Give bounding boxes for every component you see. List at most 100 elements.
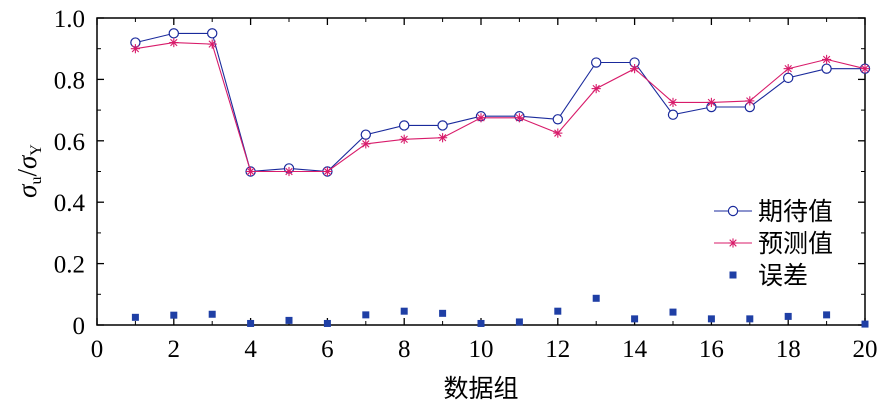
data-point-error	[362, 311, 370, 319]
y-axis-label-sigma-1: σ	[12, 183, 42, 198]
data-point-error	[707, 315, 715, 323]
data-point-predicted	[438, 133, 448, 143]
data-point-predicted	[668, 97, 678, 108]
data-point-error	[669, 308, 677, 316]
y-tick-label: 0	[73, 313, 86, 340]
data-point-predicted	[399, 134, 409, 144]
y-tick-label: 1.0	[54, 6, 85, 33]
y-axis-label-slash: /	[12, 169, 42, 177]
asterisk-stroke	[630, 64, 639, 73]
data-point-expected	[783, 72, 794, 84]
data-point-expected	[206, 28, 218, 39]
data-point-predicted	[591, 84, 601, 94]
data-point-error	[439, 309, 447, 317]
data-point-expected	[552, 114, 564, 125]
x-tick-label: 4	[244, 336, 257, 363]
data-point-error	[554, 307, 562, 315]
y-tick-label: 0.4	[54, 190, 86, 217]
asterisk-stroke	[746, 97, 754, 105]
legend-label-predicted: 预测值	[758, 229, 833, 258]
data-point-expected	[437, 120, 448, 131]
legend-marker-predicted	[728, 238, 738, 248]
legend-label-error: 误差	[758, 261, 808, 290]
data-point-error	[592, 294, 600, 302]
asterisk-stroke	[131, 44, 140, 53]
data-point-error	[323, 319, 331, 327]
axes: 0 2 4 6 8 10 12 14 16 18 20 0 0.2 0.4 0.6 0.8 1.0	[54, 6, 878, 363]
data-point-error	[631, 315, 639, 323]
x-tick-label: 2	[168, 336, 181, 363]
asterisk-stroke	[515, 114, 524, 122]
data-point-predicted	[322, 166, 332, 177]
data-point-error	[784, 312, 792, 320]
asterisk-stroke	[477, 114, 485, 122]
data-point-predicted	[745, 96, 755, 106]
data-point-expected	[591, 57, 602, 68]
asterisk-stroke	[784, 64, 792, 73]
legend-item-expected: 期待值	[714, 197, 833, 226]
x-tick-label: 18	[776, 336, 801, 363]
data-point-predicted	[860, 64, 870, 74]
series-expected	[130, 28, 871, 177]
legend-item-error: 误差	[729, 261, 808, 290]
asterisk-stroke	[400, 135, 408, 143]
x-axis-label: 数据组	[443, 374, 518, 403]
x-tick-label: 0	[91, 336, 104, 363]
data-point-error	[746, 315, 754, 323]
x-tick-label: 10	[469, 336, 494, 363]
series-predicted-line	[135, 42, 866, 173]
data-point-predicted	[284, 166, 294, 177]
asterisk-stroke	[285, 167, 293, 176]
data-point-predicted	[706, 97, 716, 108]
data-point-error	[400, 307, 408, 315]
x-tick-label: 6	[321, 336, 334, 363]
x-tick-label: 20	[853, 336, 878, 363]
data-point-error	[208, 310, 216, 318]
data-point-expected	[821, 63, 832, 74]
y-axis-label: σu/σY	[12, 144, 45, 198]
data-point-error	[285, 316, 293, 324]
data-point-predicted	[246, 166, 256, 177]
asterisk-stroke	[246, 167, 255, 176]
asterisk-stroke	[861, 64, 869, 73]
asterisk-stroke	[438, 134, 447, 142]
asterisk-stroke	[170, 38, 178, 47]
asterisk-stroke	[592, 84, 600, 93]
y-tick-label: 0.2	[54, 252, 85, 279]
y-tick-label: 0.6	[54, 129, 85, 156]
data-point-predicted	[476, 113, 486, 123]
asterisk-stroke	[707, 98, 716, 107]
x-tick-label: 16	[699, 336, 724, 363]
data-point-predicted	[822, 54, 832, 65]
data-point-predicted	[514, 113, 524, 123]
x-tick-label: 8	[398, 336, 411, 363]
data-point-predicted	[553, 128, 563, 138]
series-predicted	[130, 37, 870, 177]
data-point-predicted	[169, 37, 179, 48]
data-point-error	[247, 319, 255, 327]
asterisk-stroke	[208, 40, 216, 48]
y-axis-label-sub-2: Y	[28, 144, 45, 156]
data-point-error	[170, 311, 178, 319]
data-point-predicted	[783, 64, 793, 74]
data-point-error	[477, 319, 485, 327]
data-point-error	[515, 318, 523, 326]
y-axis-label-sigma-2: σ	[12, 154, 42, 169]
data-point-predicted	[207, 39, 217, 49]
y-axis-label-sub-1: u	[28, 177, 45, 185]
asterisk-stroke	[729, 239, 737, 247]
data-point-expected	[399, 120, 410, 131]
legend-marker-error	[729, 271, 737, 279]
data-point-error	[861, 320, 869, 328]
data-point-error	[823, 311, 831, 319]
y-tick-label: 0.8	[54, 67, 85, 94]
series-error	[131, 294, 869, 328]
data-point-predicted	[630, 64, 640, 74]
data-point-expected	[360, 129, 371, 140]
data-point-expected	[667, 109, 679, 120]
legend-label-expected: 期待值	[758, 197, 833, 226]
asterisk-stroke	[323, 167, 332, 176]
asterisk-stroke	[362, 140, 370, 148]
